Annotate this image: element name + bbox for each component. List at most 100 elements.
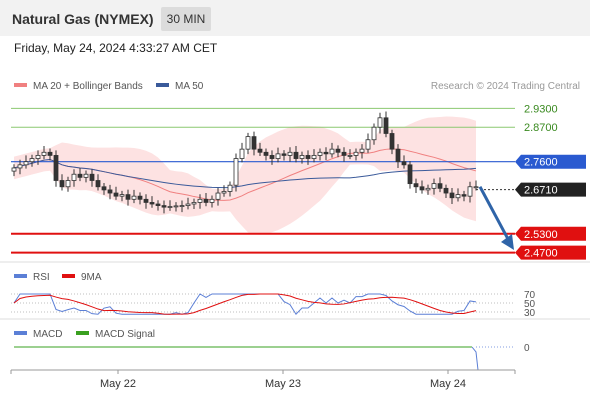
candle-body (233, 158, 239, 186)
candle-body (275, 153, 281, 159)
candle-body (179, 205, 185, 207)
candle-body (365, 139, 371, 150)
last-price-label: 2.6710 (524, 185, 558, 197)
candle-body (53, 155, 59, 181)
candle-body (239, 148, 245, 159)
target-tag-2-5300 (515, 226, 586, 241)
candle-body (443, 187, 449, 194)
candle-body (311, 155, 317, 159)
candle-body (419, 186, 425, 191)
candle-body (191, 202, 197, 205)
timeframe-badge[interactable]: 30 MIN (161, 7, 211, 31)
macd-signal-swatch (76, 331, 89, 336)
rsi-tick-50: 50 (524, 299, 536, 310)
candle-body (407, 164, 413, 185)
candle-body (437, 183, 443, 189)
rsi-line (13, 293, 477, 316)
candle-body (95, 180, 101, 188)
candle-body (335, 148, 341, 153)
candle-body (371, 126, 377, 141)
candle-body (89, 173, 95, 181)
chart-datetime: Friday, May 24, 2024 4:33:27 AM CET (14, 41, 218, 55)
rsi-tick-30: 30 (524, 308, 536, 319)
candle-body (47, 151, 53, 156)
candle-body (431, 183, 437, 189)
candle-body (65, 180, 71, 188)
candle-body (359, 148, 365, 153)
candle-body (413, 183, 419, 188)
candle-body (29, 158, 35, 163)
forecast-arrow-head (501, 234, 514, 250)
rsi-ma-swatch (62, 274, 75, 279)
candle-body (257, 148, 263, 153)
candle-body (83, 173, 89, 178)
ma20-swatch (14, 83, 27, 88)
candle-body (209, 198, 215, 203)
candle-body (383, 117, 389, 134)
candle-body (329, 148, 335, 155)
last-price-tag (515, 182, 586, 197)
candle-body (269, 155, 275, 159)
candle-body (251, 136, 257, 150)
candle-body (17, 164, 23, 169)
candle-body (245, 136, 251, 150)
rsi-ma-legend: 9MA (62, 272, 102, 283)
candle-body (107, 189, 113, 194)
candle-body (377, 117, 383, 128)
candle-body (113, 192, 119, 197)
candle-body (227, 184, 233, 192)
rsi-ma-legend-label: 9MA (81, 272, 102, 283)
macd-legend: MACD (14, 329, 62, 340)
candle-body (149, 202, 155, 205)
candle-body (161, 205, 167, 208)
candle-body (71, 173, 77, 181)
resistance-label-2-8700: 2.8700 (524, 122, 558, 134)
forecast-arrow-shaft (478, 186, 510, 240)
candle-body (389, 133, 395, 150)
candle-body (425, 187, 431, 191)
bollinger-band-area (14, 116, 476, 235)
x-tick-label: May 22 (100, 378, 136, 390)
candle-body (461, 194, 467, 197)
ma50-line (13, 158, 477, 189)
ma20-bollinger-legend: MA 20 + Bollinger Bands (14, 81, 143, 92)
candle-body (59, 180, 65, 188)
target-label-2-5300: 2.5300 (524, 229, 558, 241)
candle-body (155, 203, 161, 206)
candle-body (77, 173, 83, 178)
candle-body (353, 151, 359, 156)
candle-body (11, 167, 17, 172)
candle-body (455, 194, 461, 199)
candle-body (281, 153, 287, 156)
candle-body (167, 206, 173, 208)
target-tag-2-4700 (515, 245, 586, 260)
macd-signal-legend: MACD Signal (76, 329, 155, 340)
candle-body (347, 155, 353, 157)
candle-body (119, 194, 125, 197)
rsi-swatch (14, 274, 27, 279)
candle-body (131, 195, 137, 200)
candle-body (125, 194, 131, 200)
research-credit: Research © 2024 Trading Central (430, 81, 580, 92)
ma20-legend-label: MA 20 + Bollinger Bands (33, 81, 143, 92)
rsi-ma-line (13, 293, 477, 315)
candle-body (467, 186, 473, 197)
candle-body (449, 192, 455, 199)
candle-body (173, 205, 179, 208)
ma50-swatch (156, 83, 169, 88)
x-tick-label: May 23 (265, 378, 301, 390)
rsi-tick-70: 70 (524, 290, 536, 301)
candle-body (197, 198, 203, 203)
pivot-tag (515, 154, 586, 169)
candle-body (137, 195, 143, 200)
candle-body (41, 151, 47, 156)
rsi-legend: RSI (14, 272, 50, 283)
ma50-legend: MA 50 (156, 81, 203, 92)
candle-body (221, 191, 227, 194)
candle-body (215, 192, 221, 200)
candles-group (11, 111, 479, 214)
candle-body (401, 161, 407, 166)
candle-body (323, 151, 329, 155)
candle-body (185, 203, 191, 206)
